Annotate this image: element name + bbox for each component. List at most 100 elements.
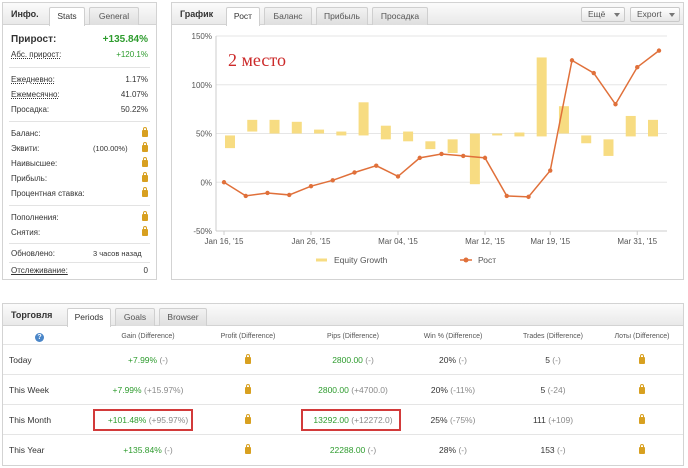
tab-stats[interactable]: Stats: [49, 7, 85, 26]
info-panel: Инфо. Stats General Прирост: +135.84% Аб…: [2, 2, 157, 280]
x-tick-label: Mar 31, '15: [617, 237, 657, 246]
y-axis: 150% 100% 50% 0% -50%: [192, 32, 212, 236]
equity-percent: (100.00%): [93, 144, 128, 153]
balance-label: Баланс:: [11, 129, 41, 138]
cell-profit: [203, 384, 293, 395]
tab-periods[interactable]: Periods: [67, 308, 111, 327]
legend-growth[interactable]: Рост: [478, 255, 496, 265]
cell-pips: 2800.00 (-): [332, 355, 374, 365]
equity-growth-bar: [380, 125, 391, 140]
help-icon[interactable]: ?: [35, 333, 44, 342]
equity-growth-bar: [536, 57, 547, 137]
lock-icon: [245, 444, 251, 454]
equity-growth-bar: [247, 119, 258, 132]
monthly-value: 41.07%: [120, 90, 148, 99]
cell-gain: +101.48% (+95.97%): [107, 415, 189, 425]
monthly-label: Ежемесячно:: [11, 90, 60, 99]
info-row-deposits: Пополнения:: [11, 211, 148, 225]
growth-point: [374, 163, 379, 168]
withdrawals-label: Снятия:: [11, 228, 41, 237]
drawdown-label: Просадка:: [11, 105, 50, 114]
equity-growth-bar: [469, 133, 480, 185]
trading-panel: Торговля Periods Goals Browser ? Gain (D…: [2, 303, 684, 466]
equity-growth-bar: [603, 139, 614, 156]
tab-goals[interactable]: Goals: [115, 308, 155, 326]
growth-point: [243, 193, 248, 199]
growth-point: [526, 194, 531, 200]
updated-label: Обновлено:: [11, 249, 55, 258]
equity-growth-bar: [291, 121, 302, 134]
profit-label: Прибыль:: [11, 174, 48, 183]
tab-general[interactable]: General: [89, 7, 139, 25]
x-tick-label: Jan 26, '15: [292, 237, 331, 246]
growth-point: [569, 58, 575, 63]
legend-equity-growth[interactable]: Equity Growth: [334, 255, 388, 265]
info-row-tracking: Отслеживание: 0: [11, 266, 148, 278]
y-tick-label: -50%: [193, 227, 212, 236]
growth-point: [417, 155, 422, 161]
updated-value: 3 часов назад: [93, 249, 142, 258]
abs-gain-label: Абс. прирост:: [11, 50, 62, 59]
info-row-withdrawals: Снятия:: [11, 226, 148, 240]
equity-growth-bar: [625, 115, 636, 137]
x-axis: Jan 16, '15 Jan 26, '15 Mar 04, '15 Mar 12,…: [205, 230, 667, 246]
cell-gain: +7.99% (+15.97%): [112, 385, 184, 395]
y-tick-label: 150%: [192, 32, 212, 41]
daily-value: 1.17%: [125, 75, 148, 84]
cell-pips: 22288.00 (-): [329, 445, 377, 455]
cell-pips: 13292.00 (+12272.0): [313, 415, 393, 425]
growth-point: [287, 192, 292, 198]
tab-balance[interactable]: Баланс: [264, 7, 312, 25]
header-pips: Pips (Difference): [326, 333, 379, 340]
equity-growth-bar: [225, 135, 235, 149]
equity-growth-bar: [269, 119, 280, 134]
gain-label: Прирост:: [11, 34, 57, 45]
header-lots: Лоты (Difference): [614, 333, 670, 340]
lock-icon: [639, 444, 645, 454]
equity-growth-bar: [581, 135, 592, 144]
gain-value: +135.84%: [102, 34, 148, 45]
rank-annotation: 2 место: [228, 50, 286, 70]
divider: [9, 67, 150, 68]
deposits-label: Пополнения:: [11, 213, 59, 222]
info-row-drawdown: Просадка: 50.22%: [11, 105, 148, 117]
info-row-highest: Наивысшее:: [11, 157, 148, 171]
header-gain: Gain (Difference): [121, 333, 175, 340]
table-row-today: Today +7.99% (-) 2800.00 (-) 20% (-) 5 (…: [3, 344, 683, 374]
x-tick-label: Mar 19, '15: [530, 237, 570, 246]
lock-icon: [142, 211, 148, 221]
info-panel-header: Инфо. Stats General: [3, 3, 156, 26]
more-dropdown[interactable]: Ещё: [581, 7, 625, 22]
growth-point: [548, 168, 553, 173]
lock-icon: [142, 127, 148, 137]
tab-growth[interactable]: Рост: [226, 7, 260, 26]
chevron-down-icon: [614, 13, 620, 17]
cell-lots: [599, 414, 685, 425]
lock-icon: [142, 187, 148, 197]
info-row-monthly: Ежемесячно: 41.07%: [11, 90, 148, 102]
x-tick-label: Jan 16, '15: [205, 237, 244, 246]
tab-profit[interactable]: Прибыль: [316, 7, 368, 25]
growth-point: [352, 170, 357, 175]
trading-panel-title: Торговля: [11, 310, 53, 320]
lock-icon: [142, 157, 148, 167]
lock-icon: [639, 354, 645, 364]
growth-point: [221, 180, 227, 185]
table-row-month: This Month +101.48% (+95.97%) 13292.00 (…: [3, 404, 683, 434]
equity-growth-bar: [447, 139, 458, 153]
cell-lots: [599, 384, 685, 395]
tracking-link[interactable]: Отслеживание:: [11, 266, 68, 275]
chevron-down-icon: [669, 13, 675, 17]
export-dropdown[interactable]: Export: [630, 7, 680, 22]
equity-growth-bar: [336, 131, 347, 136]
growth-point: [591, 70, 596, 76]
growth-point: [613, 102, 618, 107]
divider: [9, 262, 150, 263]
chart-panel-title: График: [180, 9, 214, 19]
cell-trades: 5 (-): [545, 355, 561, 365]
growth-chart: 150% 100% 50% 0% -50% Jan 16, '15 Jan 26, '15…: [192, 32, 667, 265]
tab-drawdown[interactable]: Просадка: [372, 7, 428, 25]
tab-browser[interactable]: Browser: [159, 308, 207, 326]
highest-label: Наивысшее:: [11, 159, 58, 168]
legend-marker-growth: [463, 257, 469, 263]
